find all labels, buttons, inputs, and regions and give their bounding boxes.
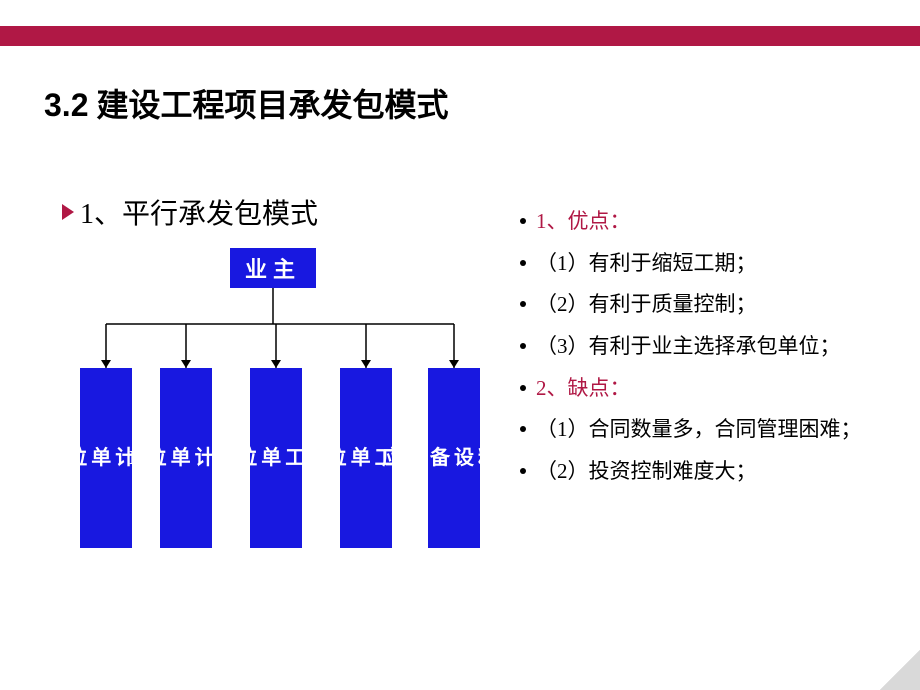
- bullet-row: （2）有利于质量控制；: [520, 287, 900, 323]
- bullet-text: （1）有利于缩短工期；: [536, 246, 900, 282]
- child-node: 设计单位A: [80, 368, 132, 548]
- accent-bar: [0, 26, 920, 46]
- bullet-dot-icon: [520, 468, 526, 474]
- title-number: 3.2: [44, 87, 88, 123]
- triangle-bullet-icon: [62, 204, 74, 220]
- owner-label: 业主: [245, 252, 301, 284]
- bullet-row: （1）合同数量多，合同管理困难；: [520, 412, 900, 448]
- org-tree-diagram: 业主 设计单位A设计单位B施工单位A施工单位B材料设备供应: [60, 248, 500, 578]
- bullet-dot-icon: [520, 385, 526, 391]
- advantages-list: 1、优点： （1）有利于缩短工期； （2）有利于质量控制； （3）有利于业主选择承包单…: [520, 198, 900, 496]
- subtitle-row: 1、平行承发包模式: [62, 192, 318, 232]
- bullet-text: （3）有利于业主选择承包单位；: [536, 329, 900, 365]
- bullet-row: 2、缺点：: [520, 371, 900, 407]
- bullet-dot-icon: [520, 301, 526, 307]
- bullet-dot-icon: [520, 426, 526, 432]
- bullet-row: （1）有利于缩短工期；: [520, 246, 900, 282]
- corner-shadow-icon: [880, 650, 920, 690]
- bullet-text: 2、缺点：: [536, 371, 900, 407]
- title-text: 建设工程项目承发包模式: [96, 87, 448, 123]
- bullet-text: （2）有利于质量控制；: [536, 287, 900, 323]
- bullet-row: 1、优点：: [520, 204, 900, 240]
- bullet-dot-icon: [520, 218, 526, 224]
- slide-title: 3.2 建设工程项目承发包模式: [44, 80, 449, 126]
- bullet-text: 1、优点：: [536, 204, 900, 240]
- owner-node: 业主: [230, 248, 316, 288]
- child-node: 设计单位B: [160, 368, 212, 548]
- bullet-row: （2）投资控制难度大；: [520, 454, 900, 490]
- child-label: 材料设备供应: [382, 444, 526, 473]
- bullet-dot-icon: [520, 343, 526, 349]
- bullet-text: （1）合同数量多，合同管理困难；: [536, 412, 900, 448]
- child-node: 施工单位A: [250, 368, 302, 548]
- subtitle-text: 1、平行承发包模式: [80, 192, 318, 232]
- child-node: 材料设备供应: [428, 368, 480, 548]
- bullet-row: （3）有利于业主选择承包单位；: [520, 329, 900, 365]
- bullet-dot-icon: [520, 260, 526, 266]
- bullet-text: （2）投资控制难度大；: [536, 454, 900, 490]
